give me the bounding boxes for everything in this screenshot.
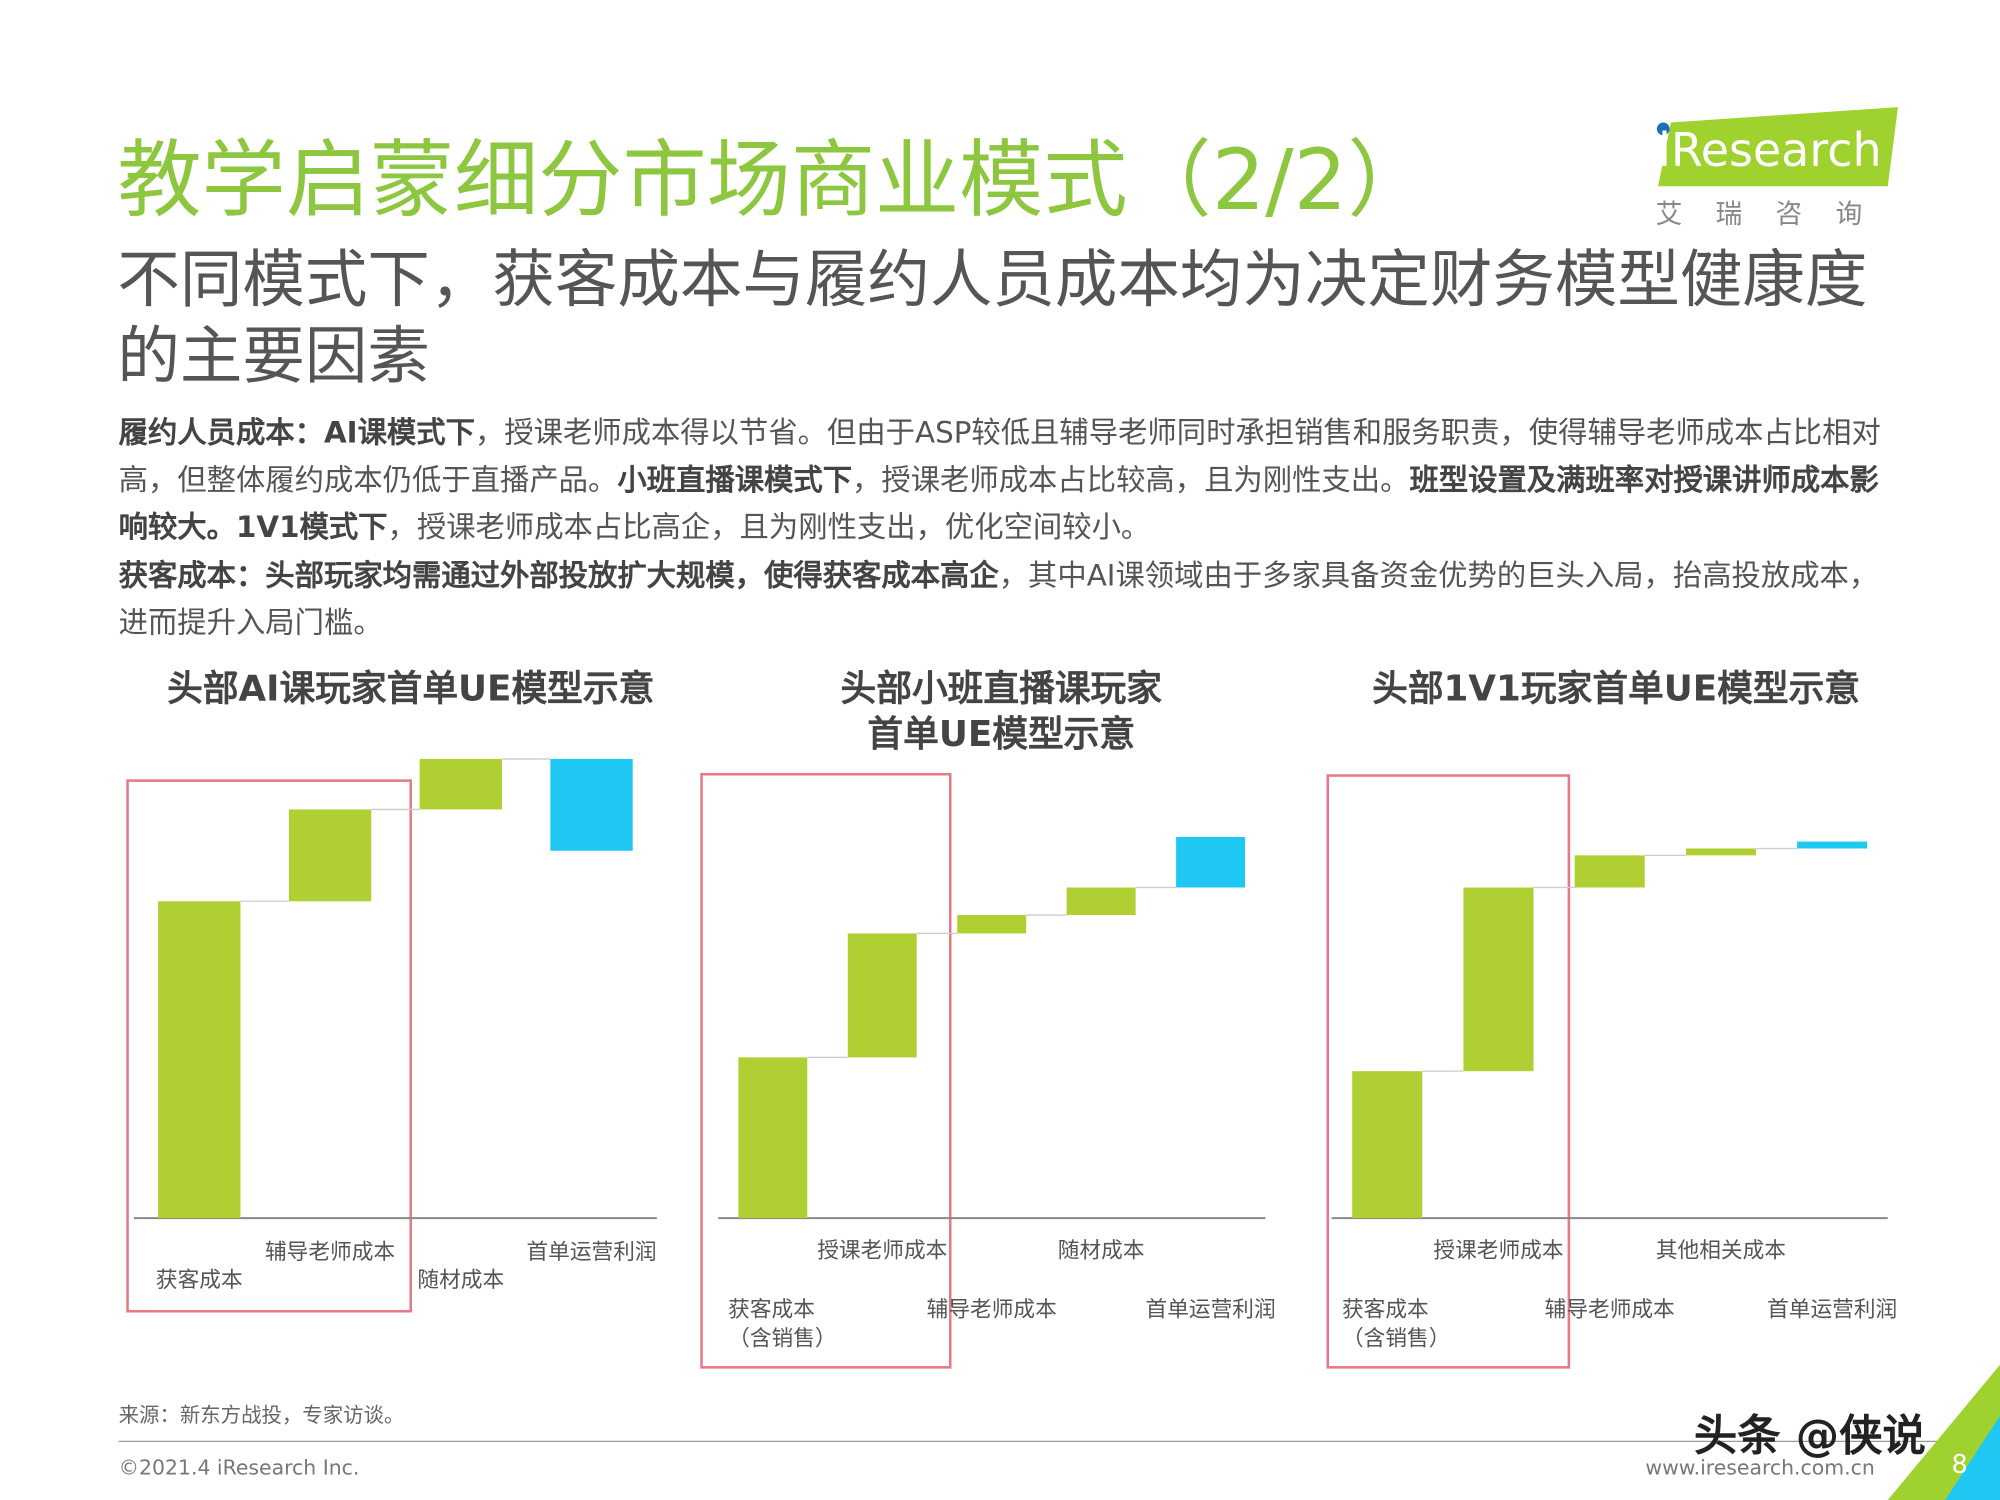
chart-title: 头部1V1玩家首单UE模型示意 <box>1372 667 1861 710</box>
bar <box>550 758 633 851</box>
category-label: 辅导老师成本 <box>264 1239 396 1266</box>
bar <box>419 758 502 810</box>
bar <box>1463 887 1534 1072</box>
bar <box>1685 848 1756 856</box>
text-run: ，授课老师成本得以节省。但由于ASP较低且辅导老师同时承担销售和服务职责，使得辅… <box>118 417 1881 498</box>
bar <box>158 901 241 1219</box>
text-run: 履约人员成本：AI课模式下 <box>118 417 475 451</box>
bar <box>847 933 917 1058</box>
title: 教学启蒙细分市场商业模式（2/2） <box>117 131 1432 230</box>
paragraph: 获客成本：头部玩家均需通过外部投放扩大规模，使得获客成本高企，其中AI课领域由于… <box>119 554 1905 648</box>
logo-dot <box>1656 122 1670 136</box>
highlight-box <box>1326 774 1571 1369</box>
corner2 <box>1945 1415 2000 1500</box>
text-run: ，授课老师成本占比较高，且为刚性支出。 <box>852 464 1410 498</box>
category-label: 授课老师成本 <box>1433 1238 1564 1265</box>
text-run: ，授课老师成本占比高企，且为刚性支出，优化空间较小。 <box>387 511 1151 545</box>
bar <box>1176 836 1246 888</box>
category-label: 其他相关成本 <box>1655 1238 1786 1265</box>
url: www.iresearch.com.cn <box>1645 1455 1875 1480</box>
bar <box>1352 1071 1423 1219</box>
category-label: 随材成本 <box>1057 1238 1145 1265</box>
watermark: 头条 @侠说 <box>1693 1410 1926 1462</box>
category-label: 随材成本 <box>417 1267 505 1294</box>
highlight-box <box>126 779 412 1313</box>
subtitle: 不同模式下，获客成本与履约人员成本均为决定财务模型健康度的主要因素 <box>117 243 1868 393</box>
category-label: 获客成本 <box>155 1267 243 1294</box>
text-run: 获客成本：头部玩家均需通过外部投放扩大规模，使得获客成本高企 <box>118 559 999 594</box>
bar <box>288 809 372 902</box>
text-run: 班型设置及满班率对授课讲师成本影响较大。1V1模式下 <box>118 464 1879 545</box>
bar <box>1574 855 1645 888</box>
text-run: 小班直播课模式下 <box>617 464 853 498</box>
category-label: 授课老师成本 <box>817 1238 948 1265</box>
category-label: 首单运营利润 <box>526 1239 657 1266</box>
category-label: 首单运营利润 <box>1767 1297 1898 1323</box>
page-number: 8 <box>1951 1448 1968 1480</box>
bar <box>957 915 1027 934</box>
category-label: 辅导老师成本 <box>1544 1297 1675 1323</box>
bar <box>1797 841 1868 849</box>
logo: iResearch <box>1658 124 1882 178</box>
text-run: ，其中AI课领域由于多家具备资金优势的巨头入局，抬高投放成本，进而提升入局门槛。 <box>118 559 1879 641</box>
chart-title: 头部小班直播课玩家 首单UE模型示意 <box>840 667 1162 756</box>
category-label: 首单运营利润 <box>1145 1297 1276 1323</box>
chart-title: 头部AI课玩家首单UE模型示意 <box>167 667 655 710</box>
category-label: 获客成本 （含销售） <box>1341 1297 1451 1353</box>
logo-subtitle: 艾瑞咨询 <box>1655 198 1896 230</box>
bar <box>738 1057 808 1219</box>
paragraph: 履约人员成本：AI课模式下，授课老师成本得以节省。但由于ASP较低且辅导老师同时… <box>119 411 1905 553</box>
category-label: 获客成本 （含销售） <box>728 1297 837 1353</box>
bar <box>1066 887 1136 916</box>
source: 来源：新东方战投，专家访谈。 <box>118 1403 405 1428</box>
logo-bg <box>1658 107 1898 187</box>
highlight-box <box>700 772 952 1369</box>
copyright: ©2021.4 iResearch Inc. <box>118 1455 360 1480</box>
category-label: 辅导老师成本 <box>926 1297 1057 1323</box>
